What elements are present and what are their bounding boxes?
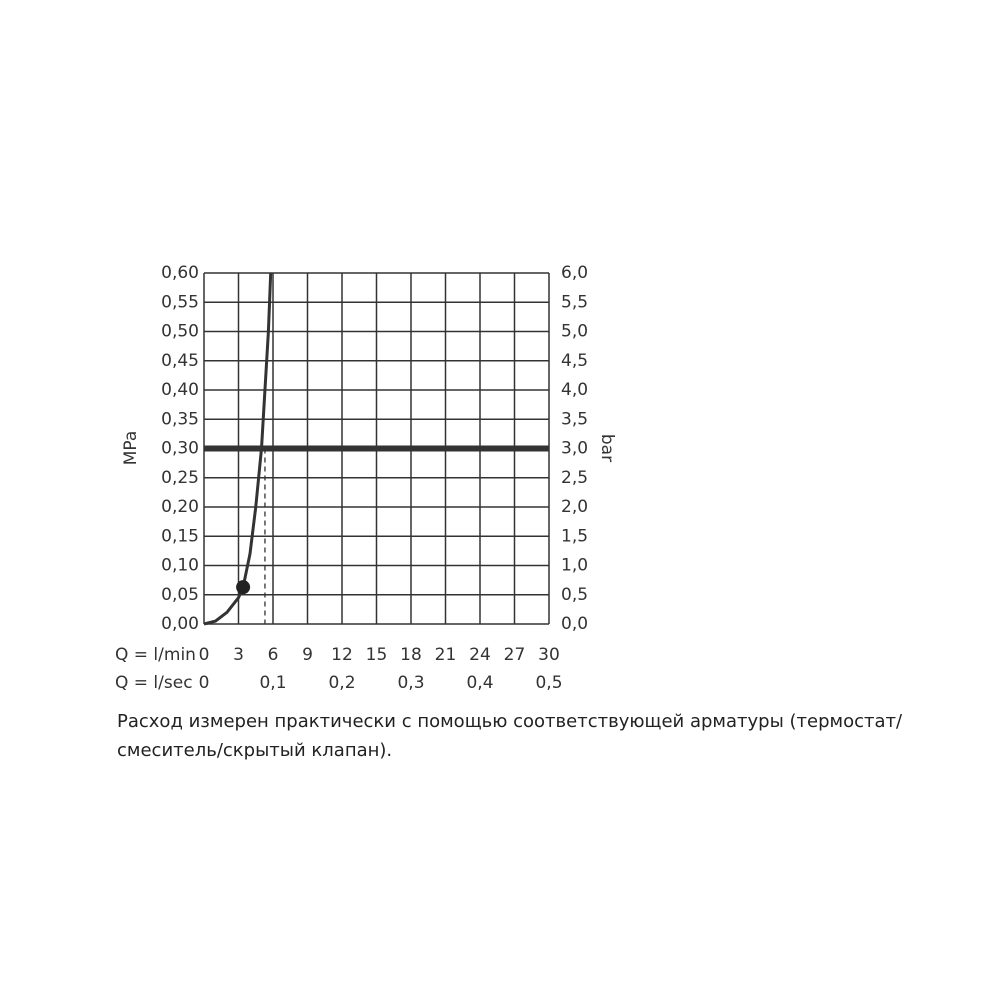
x2-tick-label: 0,3 [397,673,424,693]
y2-tick-label: 5,0 [561,322,588,342]
y-axis-label: MPa [121,431,141,466]
x2-tick-label: 0,5 [535,673,562,693]
x2-tick-label: 0 [199,673,210,693]
x-tick-label: 12 [331,645,353,665]
x-tick-label: 30 [538,645,560,665]
y-tick-label: 0,25 [161,468,199,488]
x-tick-label: 18 [400,645,422,665]
y-tick-label: 0,00 [161,614,199,634]
y-tick-label: 0,10 [161,556,199,576]
x-tick-label: 9 [302,645,313,665]
y-tick-label: 0,05 [161,585,199,605]
y2-tick-label: 5,5 [561,292,588,312]
x2-tick-label: 0,4 [466,673,493,693]
x-tick-label: 3 [233,645,244,665]
x2-tick-label: 0,2 [328,673,355,693]
y2-tick-label: 2,0 [561,497,588,517]
y-tick-label: 0,40 [161,380,199,400]
y2-tick-label: 3,5 [561,409,588,429]
chart: MPa bar Q = l/min Q = l/sec 0,000,050,10… [115,263,617,693]
y-tick-label: 0,45 [161,351,199,371]
y-tick-label: 0,15 [161,526,199,546]
y2-tick-label: 0,5 [561,585,588,605]
x-tick-label: 21 [435,645,457,665]
y-tick-label: 0,20 [161,497,199,517]
x-tick-label: 15 [366,645,388,665]
y2-tick-label: 3,0 [561,439,588,459]
x2-tick-label: 0,1 [259,673,286,693]
y2-tick-label: 4,5 [561,351,588,371]
x-tick-label: 27 [504,645,526,665]
y-tick-label: 0,35 [161,409,199,429]
y2-axis-label: bar [597,434,617,462]
x-tick-label: 0 [199,645,210,665]
x-tick-label: 24 [469,645,491,665]
y-tick-label: 0,50 [161,322,199,342]
x-axis-label: Q = l/min [115,645,196,665]
x2-axis-label: Q = l/sec [115,673,193,693]
y2-tick-label: 2,5 [561,468,588,488]
curve [203,272,273,626]
y2-tick-label: 4,0 [561,380,588,400]
x-tick-label: 6 [268,645,279,665]
y-tick-label: 0,30 [161,439,199,459]
footnote: Расход измерен практически с помощью соо… [117,711,903,761]
highlight-point [236,580,251,595]
y-tick-label: 0,55 [161,292,199,312]
y2-tick-label: 1,0 [561,556,588,576]
y2-tick-label: 1,5 [561,526,588,546]
y2-tick-label: 6,0 [561,263,588,283]
y-tick-label: 0,60 [161,263,199,283]
y2-tick-label: 0,0 [561,614,588,634]
